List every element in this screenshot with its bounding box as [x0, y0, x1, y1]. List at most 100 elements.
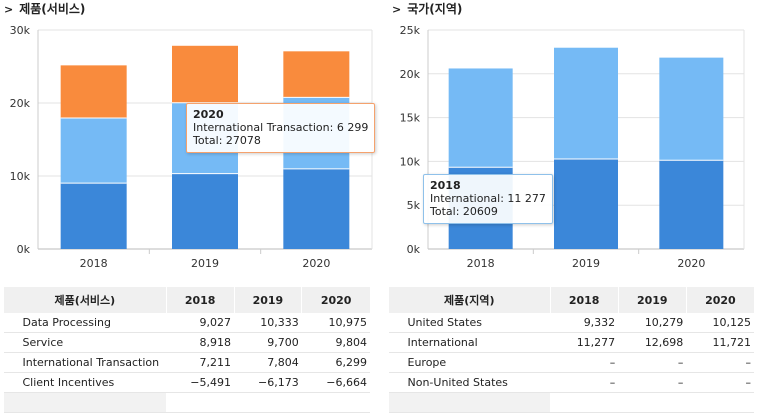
tooltip-series-value: International Transaction: 6 299 [193, 121, 369, 134]
row-label: United States [388, 313, 551, 333]
cell-value: – [618, 372, 687, 393]
empty-cell [686, 392, 754, 413]
cell-value: – [550, 352, 619, 373]
cell-value: 10,125 [686, 313, 754, 333]
cell-value: 12,698 [618, 332, 687, 353]
bar-segment[interactable] [554, 158, 618, 249]
cell-value: −6,173 [234, 372, 302, 393]
x-tick-label: 2019 [572, 257, 600, 270]
row-label: International [388, 332, 551, 353]
y-tick-label: 30k [10, 24, 31, 37]
x-tick-label: 2019 [191, 257, 219, 270]
tooltip-series-value: International: 11 277 [430, 192, 546, 205]
cell-value: −5,491 [166, 372, 234, 393]
table-header-row: 제품(지역) 2018 2019 2020 [388, 287, 754, 313]
table-row: Client Incentives −5,491 −6,173 −6,664 [3, 372, 370, 393]
bar-segment[interactable] [554, 47, 618, 159]
x-tick-label: 2020 [677, 257, 705, 270]
column-header-year[interactable]: 2018 [165, 287, 234, 313]
panel-title-label: 제품(서비스) [19, 2, 86, 16]
y-tick-label: 10k [10, 170, 31, 183]
x-tick-label: 2020 [302, 257, 330, 270]
cell-value: 9,804 [301, 332, 370, 353]
chart-tooltip: 2020 International Transaction: 6 299 To… [186, 103, 376, 153]
cell-value: – [686, 372, 754, 393]
y-tick-label: 0k [17, 243, 31, 256]
cell-value: 7,211 [166, 352, 234, 373]
table-row: International 11,277 12,698 11,721 [388, 332, 754, 353]
tooltip-total: Total: 27078 [193, 134, 261, 147]
empty-cell [301, 392, 370, 413]
column-header-year[interactable]: 2020 [685, 287, 754, 313]
column-header-year[interactable]: 2018 [549, 287, 619, 313]
cell-value: 11,721 [686, 332, 754, 353]
empty-table-row [3, 392, 370, 413]
table-row: Data Processing 9,027 10,333 10,975 [3, 313, 370, 333]
y-tick-label: 5k [407, 199, 421, 212]
table-row: Non-United States – – – [388, 372, 754, 393]
column-header-category[interactable]: 제품(서비스) [3, 287, 167, 313]
y-tick-label: 0k [407, 243, 421, 256]
bar-segment[interactable] [659, 160, 724, 249]
chevron-right-icon: > [392, 3, 402, 16]
x-tick-label: 2018 [467, 257, 495, 270]
cell-value: −6,664 [301, 372, 370, 393]
row-label: Non-United States [388, 372, 551, 393]
cell-value: 9,700 [234, 332, 302, 353]
column-header-category[interactable]: 제품(지역) [388, 287, 551, 313]
country-region-stacked-bar-chart: 0k 5k 10k 15k 20k 25k 2018 2019 2020 [400, 24, 745, 270]
panel-title-product-service[interactable]: > 제품(서비스) [4, 0, 85, 16]
table-row: Service 8,918 9,700 9,804 [3, 332, 370, 353]
bar-segment[interactable] [448, 68, 513, 168]
row-label: Service [3, 332, 167, 353]
y-tick-label: 15k [400, 112, 421, 125]
tooltip-total: Total: 20609 [430, 205, 498, 218]
cell-value: 9,027 [166, 313, 234, 333]
panel-title-country-region[interactable]: > 국가(지역) [392, 0, 462, 16]
bar-segment[interactable] [283, 51, 350, 98]
tooltip-category: 2018 [430, 179, 461, 192]
cell-value: 11,277 [550, 332, 619, 353]
product-service-table: 제품(서비스) 2018 2019 2020 Data Processing 9,027 1… [3, 287, 370, 413]
chevron-right-icon: > [4, 3, 14, 16]
bar-segment[interactable] [60, 118, 127, 184]
row-label: Client Incentives [3, 372, 167, 393]
table-row: United States 9,332 10,279 10,125 [388, 313, 754, 333]
bar-segment[interactable] [659, 57, 724, 161]
column-header-year[interactable]: 2019 [233, 287, 302, 313]
bar-segment[interactable] [172, 45, 238, 103]
chart-tooltip: 2018 International: 11 277 Total: 20609 [423, 174, 553, 224]
cell-value: – [686, 352, 754, 373]
cell-value: 10,333 [234, 313, 302, 333]
x-tick-label: 2018 [80, 257, 108, 270]
bar-segment[interactable] [283, 168, 350, 249]
empty-cell [550, 392, 619, 413]
row-label: Data Processing [3, 313, 167, 333]
cell-value: – [618, 352, 687, 373]
y-tick-label: 20k [10, 97, 31, 110]
empty-table-row [388, 392, 754, 413]
column-header-year[interactable]: 2020 [301, 287, 370, 313]
bar-segment[interactable] [172, 173, 238, 249]
product-service-stacked-bar-chart: 0k 10k 20k 30k 2018 2019 2020 [10, 24, 373, 270]
y-tick-label: 20k [400, 68, 421, 81]
row-label: International Transaction [3, 352, 167, 373]
table-row: International Transaction 7,211 7,804 6,299 [3, 352, 370, 373]
cell-value: 6,299 [301, 352, 370, 373]
bar-segment[interactable] [60, 183, 127, 249]
y-tick-label: 10k [400, 155, 421, 168]
column-header-year[interactable]: 2019 [617, 287, 687, 313]
cell-value: 7,804 [234, 352, 302, 373]
bar-segment[interactable] [60, 65, 127, 119]
country-region-table: 제품(지역) 2018 2019 2020 United States 9,332 10,2… [388, 287, 754, 413]
empty-cell [388, 392, 551, 413]
y-tick-label: 25k [400, 24, 421, 37]
cell-value: – [550, 372, 619, 393]
cell-value: 10,975 [301, 313, 370, 333]
panel-title-label: 국가(지역) [407, 2, 463, 16]
empty-cell [166, 392, 234, 413]
cell-value: 10,279 [618, 313, 687, 333]
cell-value: 8,918 [166, 332, 234, 353]
empty-cell [3, 392, 167, 413]
empty-cell [618, 392, 687, 413]
